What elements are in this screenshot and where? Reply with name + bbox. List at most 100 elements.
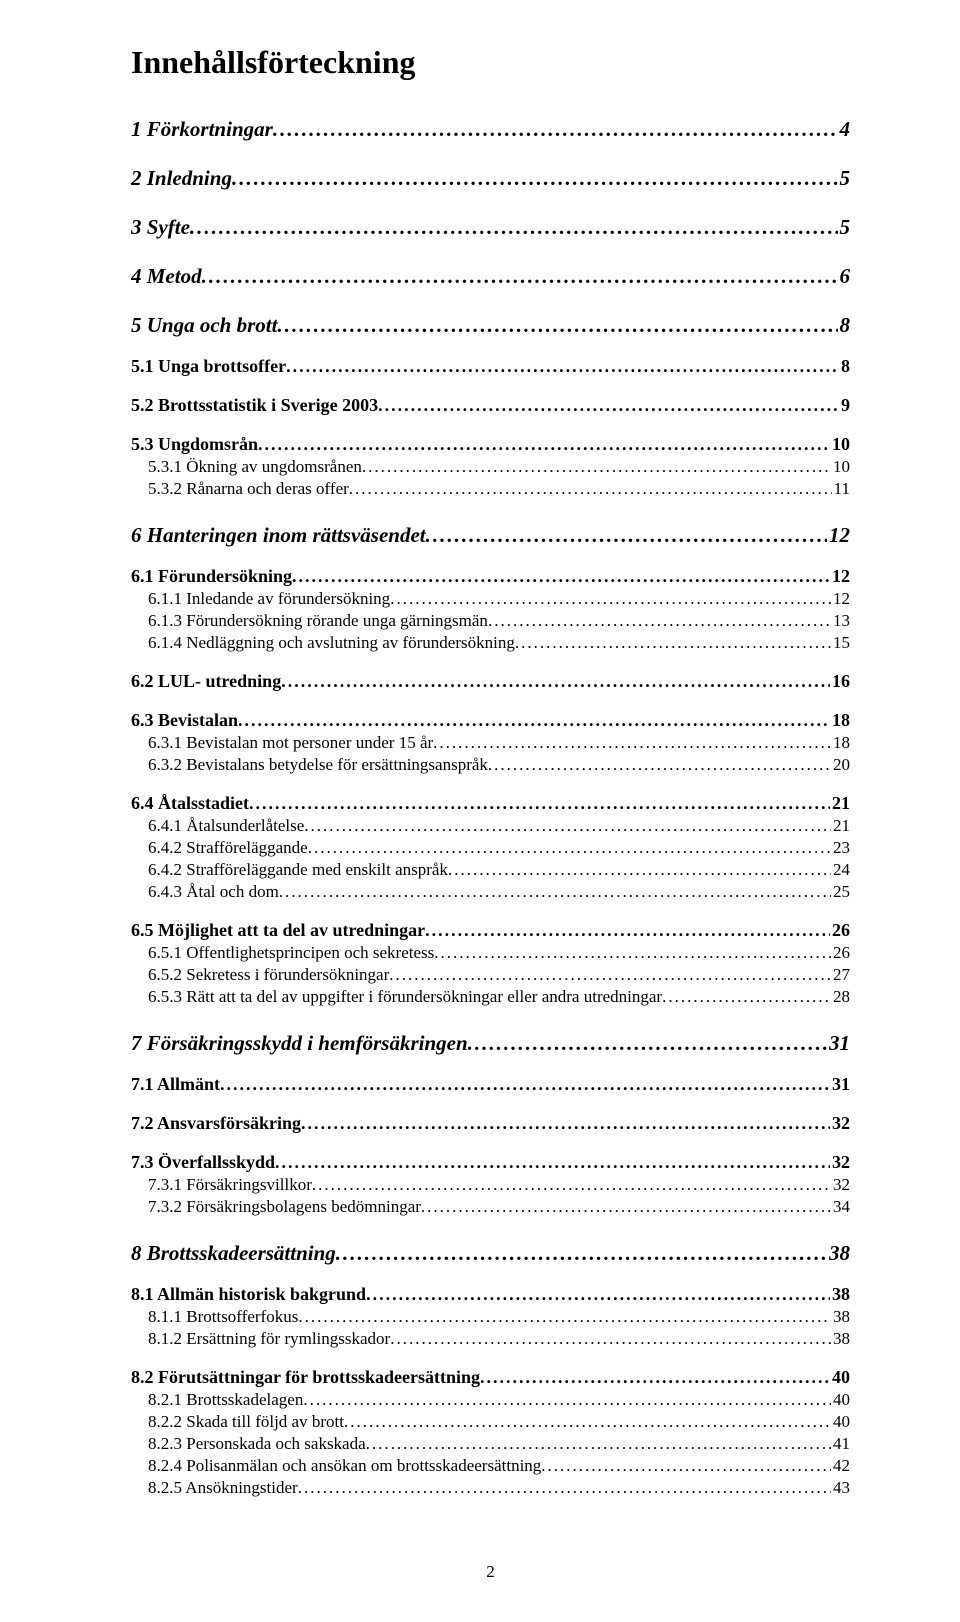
toc-entry-label: 3 Syfte bbox=[131, 215, 190, 240]
toc-entry-page: 9 bbox=[839, 395, 850, 416]
toc-entry-label: 6.3 Bevistalan bbox=[131, 710, 238, 731]
toc-entry-label: 2 Inledning bbox=[131, 166, 232, 191]
toc-dot-leader bbox=[488, 755, 831, 775]
toc-dot-leader bbox=[541, 1456, 831, 1476]
toc-entry-label: 8.2.5 Ansökningstider bbox=[148, 1478, 298, 1498]
toc-entry-page: 5 bbox=[838, 215, 851, 240]
toc-entry: 6.4 Åtalsstadiet 21 bbox=[131, 793, 850, 814]
toc-entry: 5.1 Unga brottsoffer 8 bbox=[131, 356, 850, 377]
toc-entry-label: 5.3.1 Ökning av ungdomsrånen bbox=[148, 457, 362, 477]
toc-dot-leader bbox=[344, 1412, 831, 1432]
toc-dot-leader bbox=[389, 965, 831, 985]
toc-entry: 6.5.1 Offentlighetsprincipen och sekrete… bbox=[131, 943, 850, 963]
toc-entry-page: 16 bbox=[830, 671, 850, 692]
toc-entry-label: 6.5.2 Sekretess i förundersökningar bbox=[148, 965, 389, 985]
toc-entry-page: 5 bbox=[838, 166, 851, 191]
toc-entry-label: 6.1.1 Inledande av förundersökning bbox=[148, 589, 390, 609]
toc-entry-page: 38 bbox=[827, 1241, 850, 1266]
toc-entry-page: 32 bbox=[831, 1175, 850, 1195]
toc-entry-page: 38 bbox=[830, 1284, 850, 1305]
toc-entry-label: 6.1 Förundersökning bbox=[131, 566, 292, 587]
toc-entry-page: 42 bbox=[831, 1456, 850, 1476]
toc-dot-leader bbox=[425, 920, 830, 941]
toc-dot-leader bbox=[426, 523, 827, 548]
toc-dot-leader bbox=[390, 1329, 831, 1349]
toc-entry-label: 6.1.3 Förundersökning rörande unga gärni… bbox=[148, 611, 488, 631]
toc-entry-label: 6 Hanteringen inom rättsväsendet bbox=[131, 523, 426, 548]
toc-entry: 5.2 Brottsstatistik i Sverige 2003 9 bbox=[131, 395, 850, 416]
toc-dot-leader bbox=[349, 479, 832, 499]
toc-entry: 6.1.3 Förundersökning rörande unga gärni… bbox=[131, 611, 850, 631]
toc-entry: 8 Brottsskadeersättning 38 bbox=[131, 1241, 850, 1266]
toc-dot-leader bbox=[275, 1152, 830, 1173]
toc-entry: 6.5.3 Rätt att ta del av uppgifter i för… bbox=[131, 987, 850, 1007]
toc-entry-page: 31 bbox=[830, 1074, 850, 1095]
toc-dot-leader bbox=[468, 1031, 827, 1056]
toc-entry-label: 8.2.2 Skada till följd av brott bbox=[148, 1412, 344, 1432]
toc-entry-page: 6 bbox=[838, 264, 851, 289]
toc-entry-label: 7.3.1 Försäkringsvillkor bbox=[148, 1175, 312, 1195]
toc-dot-leader bbox=[515, 633, 831, 653]
toc-entry-page: 18 bbox=[830, 710, 850, 731]
toc-entry: 7.2 Ansvarsförsäkring 32 bbox=[131, 1113, 850, 1134]
toc-entry-label: 5.3.2 Rånarna och deras offer bbox=[148, 479, 349, 499]
toc-entry-page: 12 bbox=[830, 566, 850, 587]
toc-entry: 4 Metod 6 bbox=[131, 264, 850, 289]
toc-entry: 3 Syfte 5 bbox=[131, 215, 850, 240]
toc-entry-page: 10 bbox=[831, 457, 850, 477]
toc-entry-page: 15 bbox=[831, 633, 850, 653]
toc-entry: 6.5.2 Sekretess i förundersökningar 27 bbox=[131, 965, 850, 985]
toc-entry-page: 25 bbox=[831, 882, 850, 902]
toc-entry-label: 6.1.4 Nedläggning och avslutning av föru… bbox=[148, 633, 515, 653]
toc-entry-label: 7 Försäkringsskydd i hemförsäkringen bbox=[131, 1031, 468, 1056]
toc-entry-label: 1 Förkortningar bbox=[131, 117, 273, 142]
toc-entry: 6.4.2 Strafföreläggande med enskilt ansp… bbox=[131, 860, 850, 880]
toc-dot-leader bbox=[488, 611, 831, 631]
toc-dot-leader bbox=[277, 313, 837, 338]
toc-entry-page: 13 bbox=[831, 611, 850, 631]
toc-dot-leader bbox=[303, 1390, 831, 1410]
toc-entry: 5.3.1 Ökning av ungdomsrånen 10 bbox=[131, 457, 850, 477]
toc-entry-label: 7.2 Ansvarsförsäkring bbox=[131, 1113, 301, 1134]
toc-entry-page: 21 bbox=[831, 816, 850, 836]
toc-entry-label: 8.2.4 Polisanmälan och ansökan om brotts… bbox=[148, 1456, 541, 1476]
toc-dot-leader bbox=[298, 1478, 831, 1498]
toc-entry: 7.1 Allmänt 31 bbox=[131, 1074, 850, 1095]
toc-dot-leader bbox=[434, 943, 831, 963]
toc-dot-leader bbox=[232, 166, 838, 191]
toc-entry-label: 6.3.2 Bevistalans betydelse för ersättni… bbox=[148, 755, 488, 775]
toc-entry-label: 6.5.1 Offentlighetsprincipen och sekrete… bbox=[148, 943, 434, 963]
toc-entry: 8.2.3 Personskada och sakskada 41 bbox=[131, 1434, 850, 1454]
toc-dot-leader bbox=[279, 882, 831, 902]
toc-entry-page: 40 bbox=[831, 1412, 850, 1432]
toc-dot-leader bbox=[312, 1175, 831, 1195]
toc-entry: 8.2.4 Polisanmälan och ansökan om brotts… bbox=[131, 1456, 850, 1476]
toc-entry: 7.3.2 Försäkringsbolagens bedömningar 34 bbox=[131, 1197, 850, 1217]
toc-entry: 6.3.2 Bevistalans betydelse för ersättni… bbox=[131, 755, 850, 775]
toc-entry-label: 7.1 Allmänt bbox=[131, 1074, 220, 1095]
toc-entry-label: 8.1.1 Brottsofferfokus bbox=[148, 1307, 298, 1327]
toc-entry: 6.1.1 Inledande av förundersökning 12 bbox=[131, 589, 850, 609]
toc-entry: 7.3.1 Försäkringsvillkor 32 bbox=[131, 1175, 850, 1195]
toc-dot-leader bbox=[390, 589, 831, 609]
toc-entry: 6.3 Bevistalan 18 bbox=[131, 710, 850, 731]
toc-entry-label: 5.2 Brottsstatistik i Sverige 2003 bbox=[131, 395, 378, 416]
toc-dot-leader bbox=[202, 264, 838, 289]
page-title: Innehållsförteckning bbox=[131, 44, 850, 81]
toc-entry-page: 40 bbox=[831, 1390, 850, 1410]
toc-entry-label: 6.5 Möjlighet att ta del av utredningar bbox=[131, 920, 425, 941]
toc-entry: 7.3 Överfallsskydd 32 bbox=[131, 1152, 850, 1173]
toc-dot-leader bbox=[273, 117, 838, 142]
toc-entry-label: 8 Brottsskadeersättning bbox=[131, 1241, 336, 1266]
toc-entry-page: 23 bbox=[831, 838, 850, 858]
toc-entry-label: 5.3 Ungdomsrån bbox=[131, 434, 258, 455]
toc-entry: 8.1.2 Ersättning för rymlingsskador 38 bbox=[131, 1329, 850, 1349]
toc-entry-label: 6.4.1 Åtalsunderlåtelse bbox=[148, 816, 304, 836]
toc-entry-label: 7.3.2 Försäkringsbolagens bedömningar bbox=[148, 1197, 421, 1217]
page-number: 2 bbox=[131, 1562, 850, 1582]
toc-entry: 8.2.2 Skada till följd av brott 40 bbox=[131, 1412, 850, 1432]
toc-entry: 5.3.2 Rånarna och deras offer 11 bbox=[131, 479, 850, 499]
toc-entry-label: 8.1.2 Ersättning för rymlingsskador bbox=[148, 1329, 390, 1349]
toc-entry: 7 Försäkringsskydd i hemförsäkringen 31 bbox=[131, 1031, 850, 1056]
toc-entry-page: 18 bbox=[831, 733, 850, 753]
